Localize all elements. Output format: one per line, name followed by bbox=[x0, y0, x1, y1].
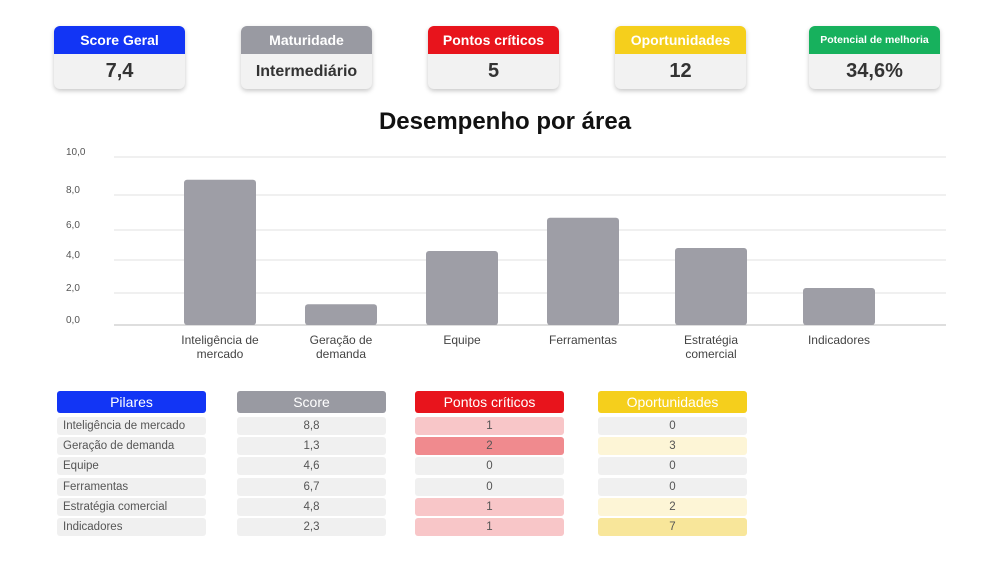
cell-pilar: Geração de demanda bbox=[57, 437, 206, 455]
kpi-value: 7,4 bbox=[105, 60, 134, 82]
cell-oportunidades: 0 bbox=[598, 457, 747, 475]
cell-pontos-criticos: 0 bbox=[415, 457, 564, 475]
x-category-label: Ferramentas bbox=[549, 333, 617, 347]
cell-pontos-criticos: 1 bbox=[415, 498, 564, 516]
cell-oportunidades: 2 bbox=[598, 498, 747, 516]
table-header: Score bbox=[237, 391, 386, 413]
y-tick-label: 0,0 bbox=[66, 315, 80, 326]
cell-oportunidades: 0 bbox=[598, 417, 747, 435]
kpi-oportunidades: Oportunidades 12 bbox=[615, 26, 746, 89]
bar bbox=[803, 288, 875, 325]
bar bbox=[184, 179, 256, 325]
cell-pontos-criticos: 0 bbox=[415, 478, 564, 496]
table-header: Oportunidades bbox=[598, 391, 747, 413]
bar bbox=[675, 248, 747, 325]
x-category-label: Geração de demanda bbox=[310, 333, 373, 361]
cell-pontos-criticos: 2 bbox=[415, 437, 564, 455]
bar bbox=[305, 304, 377, 325]
x-category-label: Estratégia comercial bbox=[684, 333, 738, 361]
kpi-value: Intermediário bbox=[255, 63, 358, 80]
cell-score: 4,8 bbox=[237, 498, 386, 516]
cell-pilar: Estratégia comercial bbox=[57, 498, 206, 516]
cell-score: 6,7 bbox=[237, 478, 386, 496]
kpi-potencial-melhoria: Potencial de melhoria 34,6% bbox=[809, 26, 940, 89]
cell-pilar: Inteligência de mercado bbox=[57, 417, 206, 435]
cell-pilar: Equipe bbox=[57, 457, 206, 475]
cell-oportunidades: 3 bbox=[598, 437, 747, 455]
cell-score: 8,8 bbox=[237, 417, 386, 435]
cell-score: 2,3 bbox=[237, 518, 386, 536]
cell-pontos-criticos: 1 bbox=[415, 417, 564, 435]
kpi-label: Score Geral bbox=[54, 26, 185, 54]
kpi-label: Maturidade bbox=[241, 26, 372, 54]
cell-pontos-criticos: 1 bbox=[415, 518, 564, 536]
kpi-label: Potencial de melhoria bbox=[809, 26, 940, 54]
cell-pilar: Ferramentas bbox=[57, 478, 206, 496]
x-category-label: Inteligência de mercado bbox=[181, 333, 259, 361]
cell-pilar: Indicadores bbox=[57, 518, 206, 536]
y-tick-label: 2,0 bbox=[66, 283, 80, 294]
y-tick-label: 4,0 bbox=[66, 250, 80, 261]
y-tick-label: 6,0 bbox=[66, 220, 80, 231]
x-category-label: Indicadores bbox=[808, 333, 870, 347]
x-category-label: Equipe bbox=[443, 333, 481, 347]
kpi-pontos-criticos: Pontos críticos 5 bbox=[428, 26, 559, 89]
cell-oportunidades: 0 bbox=[598, 478, 747, 496]
bar bbox=[547, 217, 619, 325]
cell-oportunidades: 7 bbox=[598, 518, 747, 536]
cell-score: 1,3 bbox=[237, 437, 386, 455]
y-tick-label: 10,0 bbox=[66, 147, 86, 158]
kpi-score-geral: Score Geral 7,4 bbox=[54, 26, 185, 89]
bar bbox=[426, 251, 498, 325]
kpi-label: Oportunidades bbox=[615, 26, 746, 54]
bar-chart: 0,0 2,0 4,0 6,0 8,0 10,0 Inteligência de mercad… bbox=[66, 147, 946, 361]
kpi-value: 12 bbox=[669, 60, 692, 82]
kpi-maturidade: Maturidade Intermediário bbox=[241, 26, 372, 89]
table-header: Pilares bbox=[57, 391, 206, 413]
kpi-value: 5 bbox=[487, 60, 500, 82]
y-tick-label: 8,0 bbox=[66, 185, 80, 196]
table-header: Pontos críticos bbox=[415, 391, 564, 413]
chart-title: Desempenho por área bbox=[378, 108, 632, 135]
kpi-value: 34,6% bbox=[846, 60, 903, 82]
kpi-label: Pontos críticos bbox=[428, 26, 559, 54]
cell-score: 4,6 bbox=[237, 457, 386, 475]
